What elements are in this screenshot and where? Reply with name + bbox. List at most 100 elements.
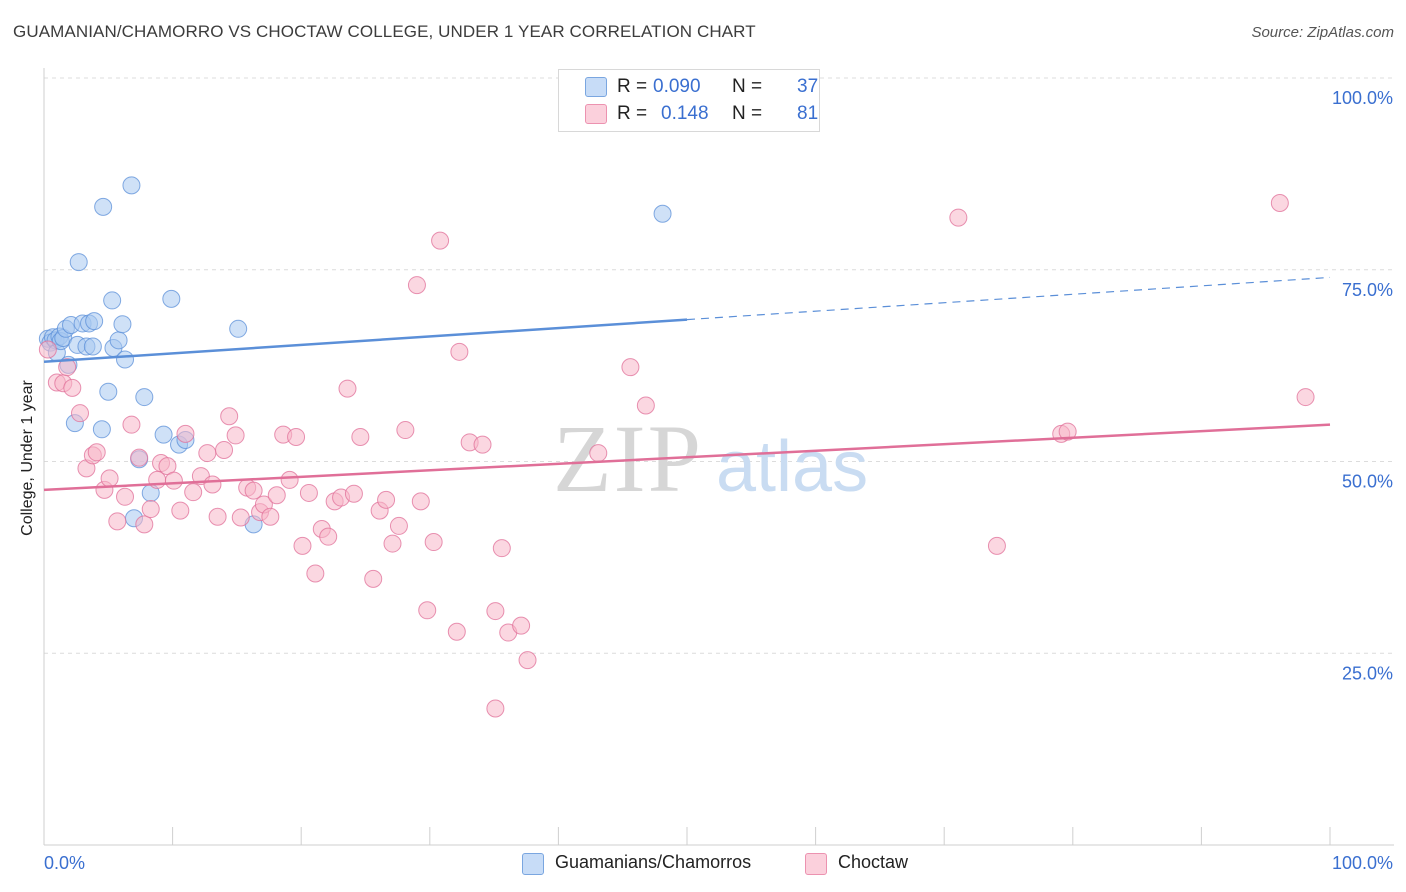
y-tick-label: 25.0% — [1342, 663, 1393, 683]
trendline-extension-guamanian — [686, 276, 1331, 321]
point-choctaw — [377, 490, 396, 509]
point-choctaw — [486, 602, 505, 621]
point-choctaw — [280, 470, 299, 489]
point-guamanian — [113, 315, 132, 334]
point-choctaw — [293, 536, 312, 555]
point-choctaw — [203, 475, 222, 494]
point-guamanian — [162, 289, 181, 308]
point-choctaw — [220, 407, 239, 426]
point-choctaw — [389, 516, 408, 535]
point-guamanian — [135, 388, 154, 407]
point-choctaw — [299, 483, 318, 502]
point-choctaw — [100, 469, 119, 488]
trendline-choctaw — [43, 423, 1331, 492]
point-guamanian — [122, 176, 141, 195]
grid-layer — [44, 77, 1394, 654]
point-choctaw — [512, 616, 531, 635]
source-label: Source: ZipAtlas.com — [1251, 24, 1394, 41]
point-guamanian — [94, 197, 113, 216]
points-layer — [38, 176, 1315, 718]
watermark-atlas: atlas — [716, 427, 868, 507]
point-choctaw — [447, 622, 466, 641]
point-guamanian — [99, 382, 118, 401]
point-guamanian — [69, 253, 88, 272]
point-guamanian — [83, 337, 102, 356]
point-guamanian — [85, 312, 104, 331]
point-choctaw — [319, 527, 338, 546]
point-choctaw — [38, 340, 57, 359]
bottom-legend-swatch-choctaw — [805, 853, 827, 875]
axis-layer — [43, 68, 1394, 846]
point-choctaw — [87, 443, 106, 462]
point-choctaw — [63, 378, 82, 397]
point-guamanian — [109, 331, 128, 350]
point-choctaw — [58, 358, 77, 377]
point-guamanian — [92, 420, 111, 439]
point-choctaw — [431, 231, 450, 250]
point-choctaw — [208, 507, 227, 526]
point-choctaw — [344, 484, 363, 503]
legend-n-value: 37 — [797, 76, 819, 97]
point-guamanian — [103, 291, 122, 310]
y-tick-label: 75.0% — [1342, 280, 1393, 300]
point-choctaw — [364, 569, 383, 588]
x-tick-label-max: 100.0% — [1332, 853, 1393, 873]
point-choctaw — [226, 426, 245, 445]
y-axis-label: College, Under 1 year — [19, 380, 36, 536]
point-choctaw — [450, 342, 469, 361]
point-choctaw — [184, 483, 203, 502]
legend-r-value: 0.090 — [653, 76, 701, 97]
point-choctaw — [261, 507, 280, 526]
point-choctaw — [589, 444, 608, 463]
point-choctaw — [396, 421, 415, 440]
legend-r-value: 0.148 — [661, 103, 709, 124]
y-tick-label: 50.0% — [1342, 472, 1393, 492]
tick-label-layer: 25.0% 50.0% 75.0% 100.0% 0.0% 100.0% — [44, 88, 1393, 873]
point-choctaw — [411, 492, 430, 511]
point-choctaw — [636, 396, 655, 415]
point-choctaw — [176, 424, 195, 443]
point-choctaw — [1296, 388, 1315, 407]
bottom-legend-label: Guamanians/Chamorros — [555, 852, 752, 872]
chart-title: GUAMANIAN/CHAMORRO VS CHOCTAW COLLEGE, U… — [13, 22, 756, 41]
point-choctaw — [231, 508, 250, 527]
y-tick-label: 100.0% — [1332, 88, 1393, 108]
point-choctaw — [287, 427, 306, 446]
point-choctaw — [949, 208, 968, 227]
legend-swatch-choctaw — [585, 104, 607, 124]
legend-swatch-guamanian — [585, 77, 607, 97]
point-choctaw — [621, 358, 640, 377]
point-choctaw — [198, 444, 217, 463]
point-guamanian — [154, 425, 173, 444]
point-choctaw — [141, 500, 160, 519]
point-choctaw — [108, 512, 127, 531]
point-choctaw — [1270, 194, 1289, 213]
point-guamanian — [229, 319, 248, 338]
point-choctaw — [486, 699, 505, 718]
point-choctaw — [424, 533, 443, 552]
point-choctaw — [244, 481, 263, 500]
legend-n-value: 81 — [797, 103, 819, 124]
point-guamanian — [116, 350, 135, 369]
legend-r-label: R = — [617, 76, 648, 97]
point-guamanian — [653, 204, 672, 223]
point-choctaw — [987, 536, 1006, 555]
trend-layer — [43, 276, 1331, 492]
point-choctaw — [351, 427, 370, 446]
stats-legend: R = 0.090 N = 37 R = 0.148 N = 81 — [558, 69, 820, 132]
point-choctaw — [122, 415, 141, 434]
point-choctaw — [306, 564, 325, 583]
point-choctaw — [267, 486, 286, 505]
point-choctaw — [518, 651, 537, 670]
point-choctaw — [116, 487, 135, 506]
x-tick-label-min: 0.0% — [44, 853, 85, 873]
point-choctaw — [492, 539, 511, 558]
legend-r-label: R = — [617, 103, 648, 124]
trendline-guamanian — [43, 318, 688, 364]
point-choctaw — [135, 515, 154, 534]
point-choctaw — [164, 471, 183, 490]
legend-n-label: N = — [732, 76, 763, 97]
point-choctaw — [71, 404, 90, 423]
bottom-legend-label: Choctaw — [838, 852, 909, 872]
